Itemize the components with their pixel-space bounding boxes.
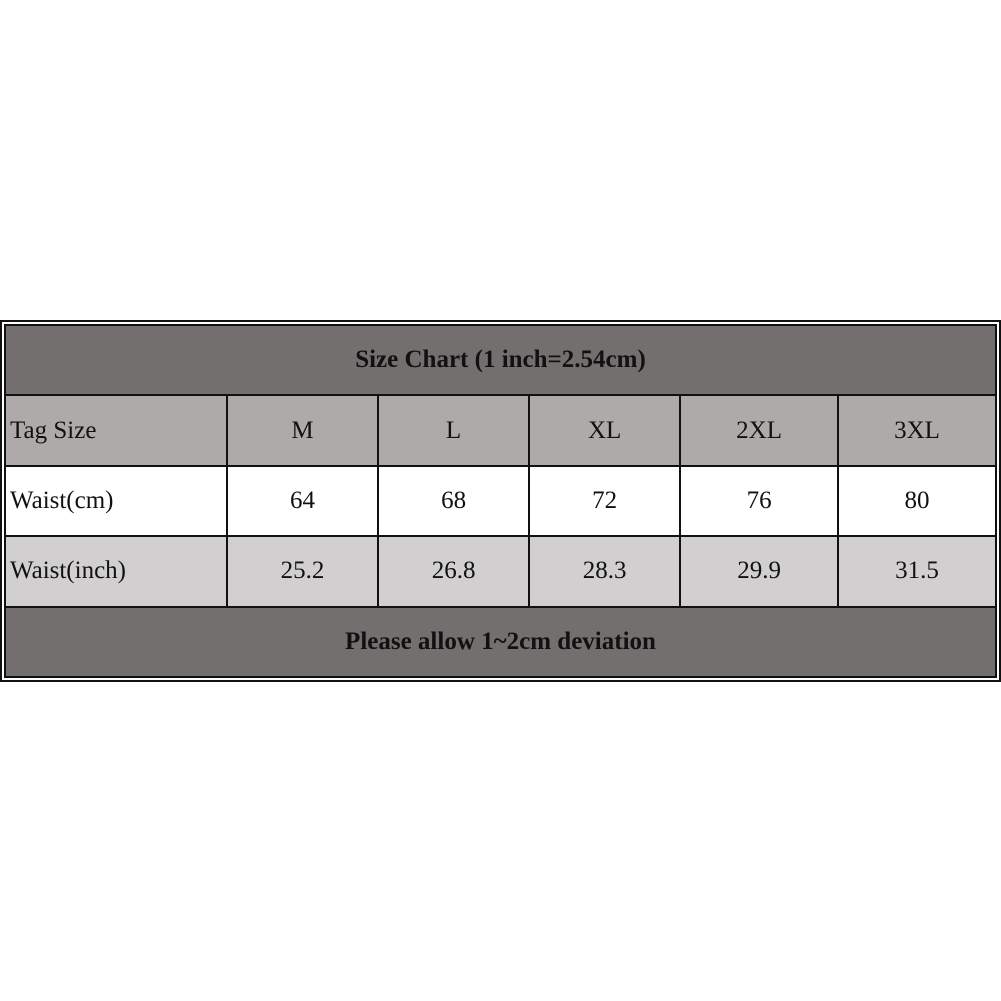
table-cell: 72 [528,464,682,538]
footer-note: Please allow 1~2cm deviation [4,605,997,679]
table-cell: 31.5 [837,535,997,608]
title-row: Size Chart (1 inch=2.54cm) [4,323,997,397]
table-title: Size Chart (1 inch=2.54cm) [4,323,997,397]
table-cell: 64 [225,464,380,538]
table-cell: 68 [377,464,531,538]
header-cell: 2XL [679,394,840,467]
header-cell: M [225,394,380,467]
table-cell: 25.2 [225,535,380,608]
header-cell: L [377,394,531,467]
table-cell: 76 [679,464,840,538]
row-label: Waist(inch) [4,535,228,608]
header-row: Tag Size M L XL 2XL 3XL [4,394,997,467]
table-cell: 28.3 [528,535,682,608]
table-cell: 80 [837,464,997,538]
header-cell: XL [528,394,682,467]
size-table: Size Chart (1 inch=2.54cm) Tag Size M L … [4,323,997,679]
header-cell: Tag Size [4,394,228,467]
header-cell: 3XL [837,394,997,467]
size-chart: Size Chart (1 inch=2.54cm) Tag Size M L … [0,320,1001,682]
table-row: Waist(inch) 25.2 26.8 28.3 29.9 31.5 [4,535,997,608]
footer-row: Please allow 1~2cm deviation [4,605,997,679]
table-cell: 29.9 [679,535,840,608]
table-row: Waist(cm) 64 68 72 76 80 [4,464,997,538]
row-label: Waist(cm) [4,464,228,538]
table-cell: 26.8 [377,535,531,608]
